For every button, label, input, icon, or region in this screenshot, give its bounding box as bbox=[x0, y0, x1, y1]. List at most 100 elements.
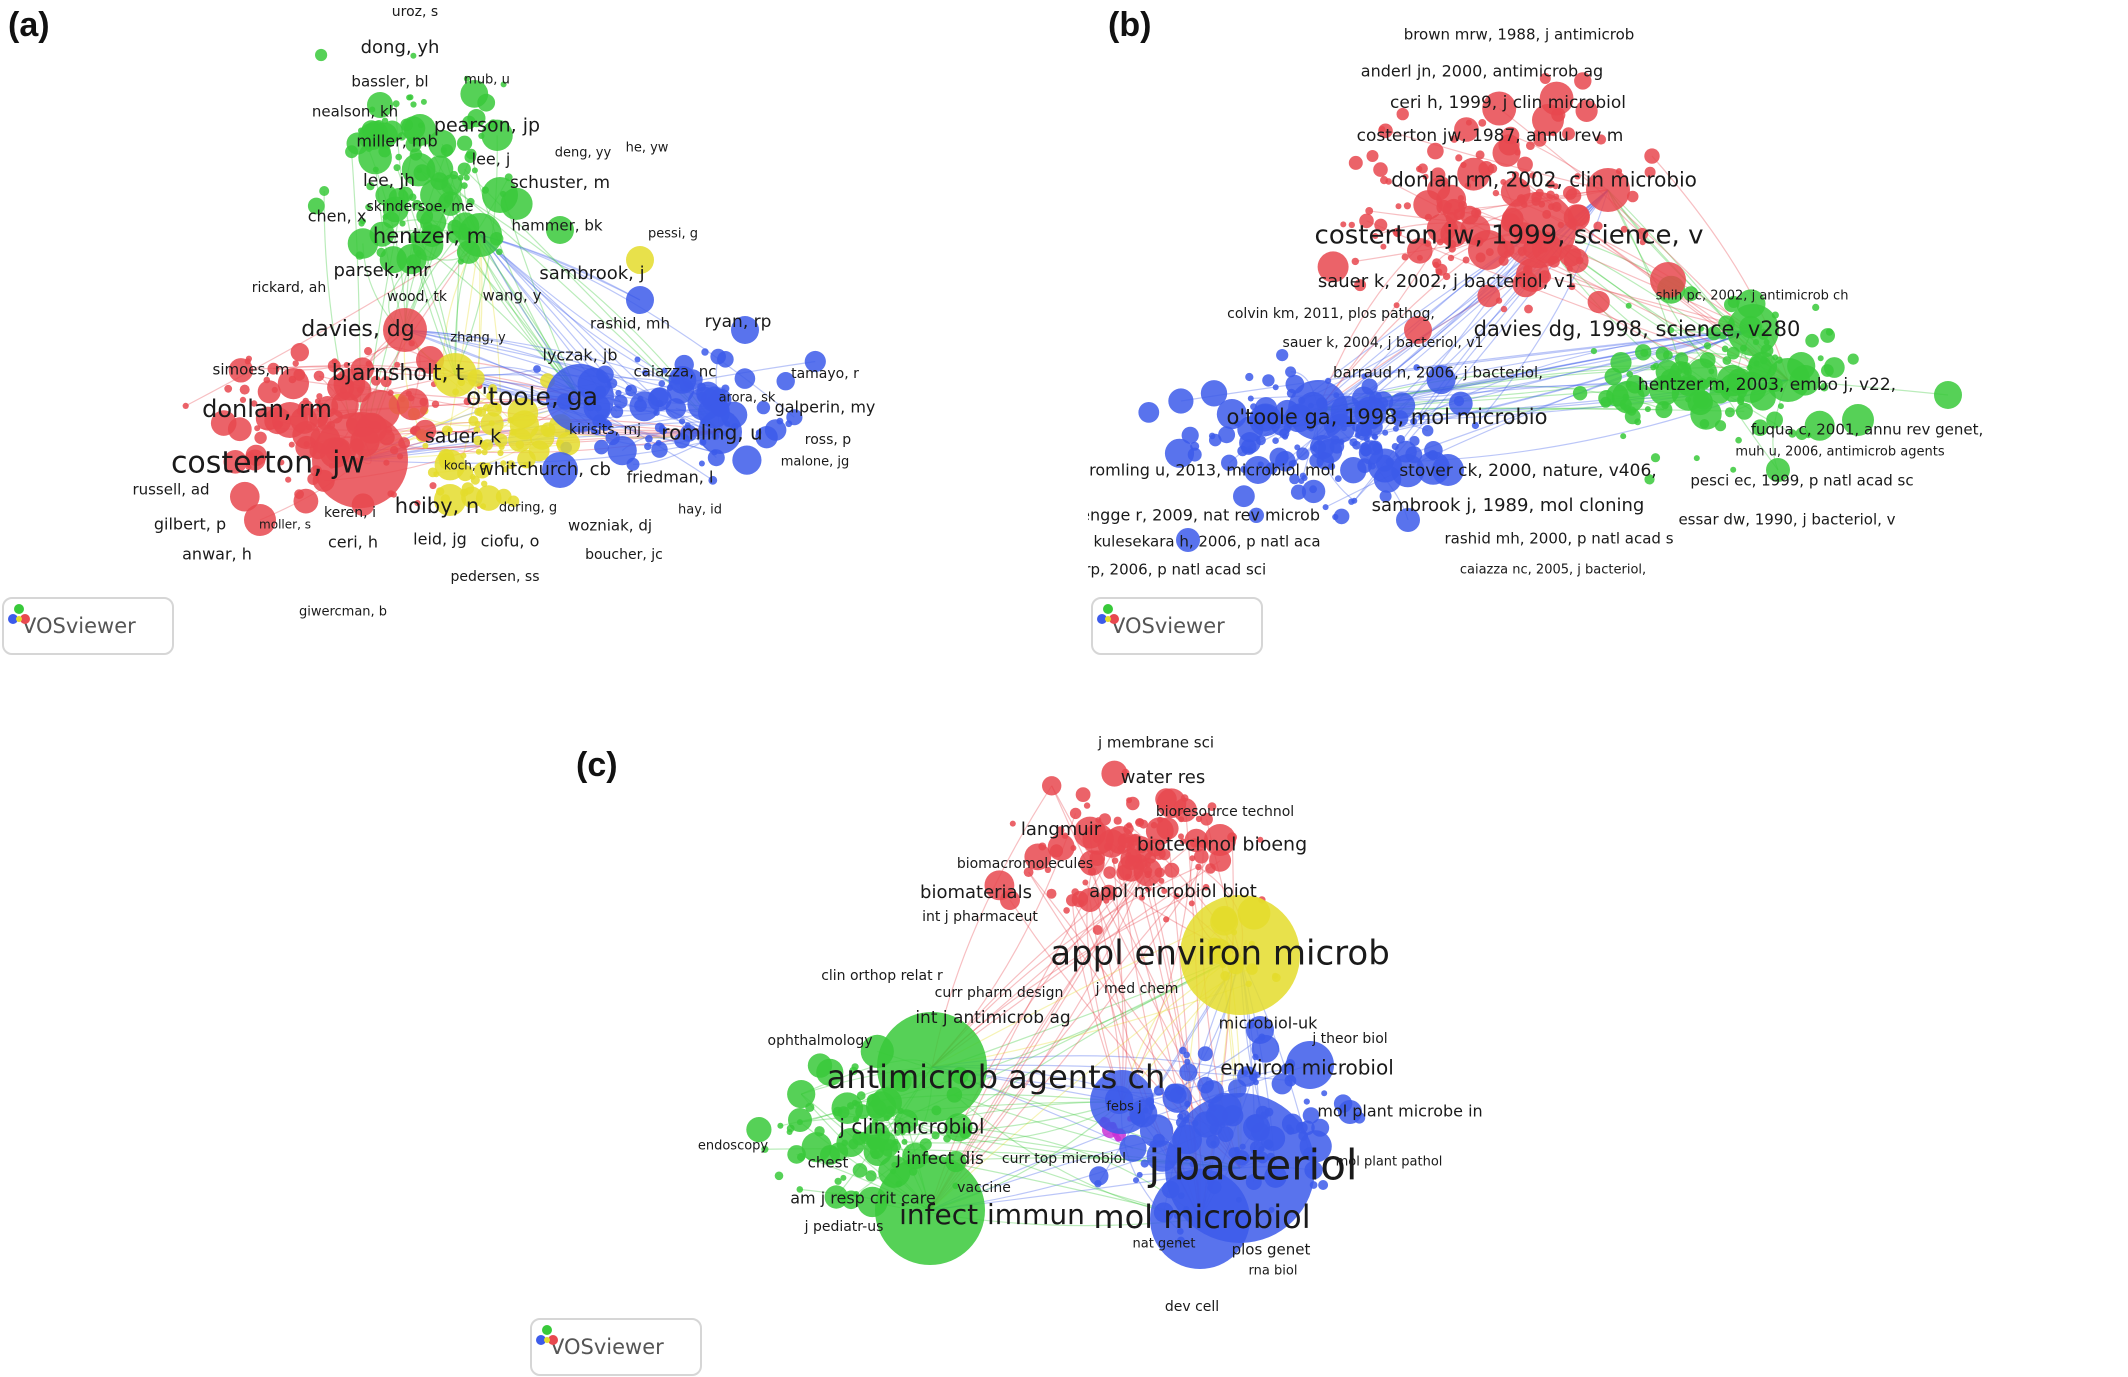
network-node bbox=[1655, 346, 1670, 361]
node-label: tamayo, r bbox=[791, 366, 859, 382]
network-node bbox=[1372, 233, 1379, 239]
network-node bbox=[1426, 213, 1457, 244]
vosviewer-badge[interactable]: VOSviewer bbox=[530, 1318, 702, 1376]
node-label: nat genet bbox=[1132, 1237, 1195, 1252]
network-node bbox=[556, 431, 581, 456]
network-node bbox=[1842, 404, 1874, 436]
network-node bbox=[475, 485, 502, 511]
node-label: sauer k, 2002, j bacteriol, v1 bbox=[1318, 271, 1576, 292]
network-node bbox=[463, 397, 472, 406]
network-node bbox=[731, 316, 759, 344]
network-node bbox=[307, 197, 325, 215]
network-node bbox=[1317, 251, 1349, 283]
node-label: hentzer m, 2003, embo j, v22, bbox=[1638, 375, 1896, 395]
network-node bbox=[1574, 173, 1581, 180]
node-label: he, yw bbox=[626, 141, 669, 156]
network-node bbox=[404, 114, 436, 146]
network-node bbox=[1180, 895, 1300, 1015]
network-node bbox=[481, 119, 513, 151]
network-node bbox=[1706, 326, 1722, 341]
network-node bbox=[1468, 230, 1508, 270]
node-label: wozniak, dj bbox=[568, 517, 652, 535]
node-label: lee, j bbox=[472, 150, 511, 169]
node-label: nealson, kh bbox=[312, 103, 398, 121]
node-label: anwar, h bbox=[182, 545, 252, 564]
network-node bbox=[1590, 348, 1597, 355]
node-label: moller, s bbox=[259, 518, 311, 532]
network-node bbox=[698, 460, 705, 467]
network-node bbox=[1766, 458, 1790, 482]
network-node bbox=[1202, 883, 1210, 891]
network-node bbox=[1413, 190, 1443, 220]
network-node bbox=[1276, 349, 1289, 362]
node-label: zhang, y bbox=[450, 331, 506, 346]
network-nodes bbox=[746, 760, 1366, 1269]
network-node bbox=[1322, 504, 1329, 511]
node-label: doring, g bbox=[499, 501, 557, 516]
node-label: miller, mb bbox=[356, 132, 437, 151]
network-node bbox=[1348, 155, 1363, 170]
network-node bbox=[1611, 380, 1645, 414]
network-node bbox=[429, 482, 437, 490]
network-node bbox=[1352, 440, 1361, 450]
network-node bbox=[1526, 141, 1535, 151]
network-node bbox=[1378, 123, 1393, 139]
network-node bbox=[293, 488, 319, 514]
network-node bbox=[327, 359, 341, 373]
network-node bbox=[239, 384, 250, 395]
network-node bbox=[422, 442, 429, 449]
network-node bbox=[613, 394, 628, 409]
network-node bbox=[1075, 787, 1091, 802]
network-node bbox=[182, 402, 189, 409]
network-node bbox=[777, 1122, 784, 1129]
network-node bbox=[894, 1129, 901, 1136]
network-node bbox=[1082, 879, 1089, 886]
network-node bbox=[1644, 148, 1660, 164]
network-node bbox=[1847, 353, 1859, 365]
network-node bbox=[1436, 184, 1467, 215]
node-label: microbiol-uk bbox=[1219, 1014, 1319, 1033]
node-label: sauer k, 2004, j bacteriol, v1 bbox=[1283, 335, 1484, 351]
network-node bbox=[1162, 1083, 1192, 1113]
network-node bbox=[1586, 168, 1630, 212]
network-canvas-c: j membrane sci water res bioresource techn… bbox=[698, 734, 1483, 1316]
network-node bbox=[224, 384, 233, 393]
network-node bbox=[1289, 473, 1300, 485]
network-node bbox=[1529, 172, 1536, 179]
network-node bbox=[1644, 166, 1656, 178]
node-label: skindersoe, me bbox=[366, 199, 473, 215]
network-node bbox=[1500, 192, 1576, 268]
vosviewer-badge[interactable]: VOSviewer bbox=[1091, 597, 1263, 655]
node-label: rickard, ah bbox=[252, 280, 327, 296]
node-label: ciofu, o bbox=[481, 532, 540, 551]
network-node bbox=[1492, 189, 1500, 197]
node-label: mol microbiol bbox=[1093, 1198, 1310, 1236]
network-node bbox=[1100, 884, 1117, 901]
network-node bbox=[1587, 290, 1610, 314]
node-label: caiazza nc, 2005, j bacteriol, bbox=[1460, 563, 1646, 578]
node-label: mol plant pathol bbox=[1336, 1155, 1443, 1170]
network-node bbox=[290, 343, 309, 362]
node-label: gilbert, p bbox=[154, 515, 226, 534]
network-node bbox=[395, 153, 403, 161]
network-node bbox=[786, 409, 803, 426]
node-label: j bacteriol bbox=[1147, 1141, 1357, 1190]
network-node bbox=[1812, 303, 1820, 311]
network-node bbox=[1620, 433, 1627, 440]
node-label: bjarnsholt, t bbox=[332, 361, 465, 386]
node-label: mol plant microbe in bbox=[1317, 1102, 1482, 1121]
vosviewer-badge[interactable]: VOSviewer bbox=[2, 597, 174, 655]
network-node bbox=[1724, 297, 1739, 313]
network-node bbox=[393, 164, 401, 172]
network-node bbox=[1271, 1073, 1293, 1095]
network-node bbox=[1153, 1085, 1164, 1096]
network-edge bbox=[462, 234, 483, 456]
network-node bbox=[1164, 438, 1195, 468]
network-node bbox=[1448, 391, 1473, 416]
network-node bbox=[1163, 916, 1170, 923]
network-node bbox=[1181, 426, 1199, 444]
network-node bbox=[267, 362, 280, 375]
network-node bbox=[367, 92, 393, 118]
network-edge bbox=[1450, 199, 1754, 331]
network-node bbox=[607, 436, 637, 466]
